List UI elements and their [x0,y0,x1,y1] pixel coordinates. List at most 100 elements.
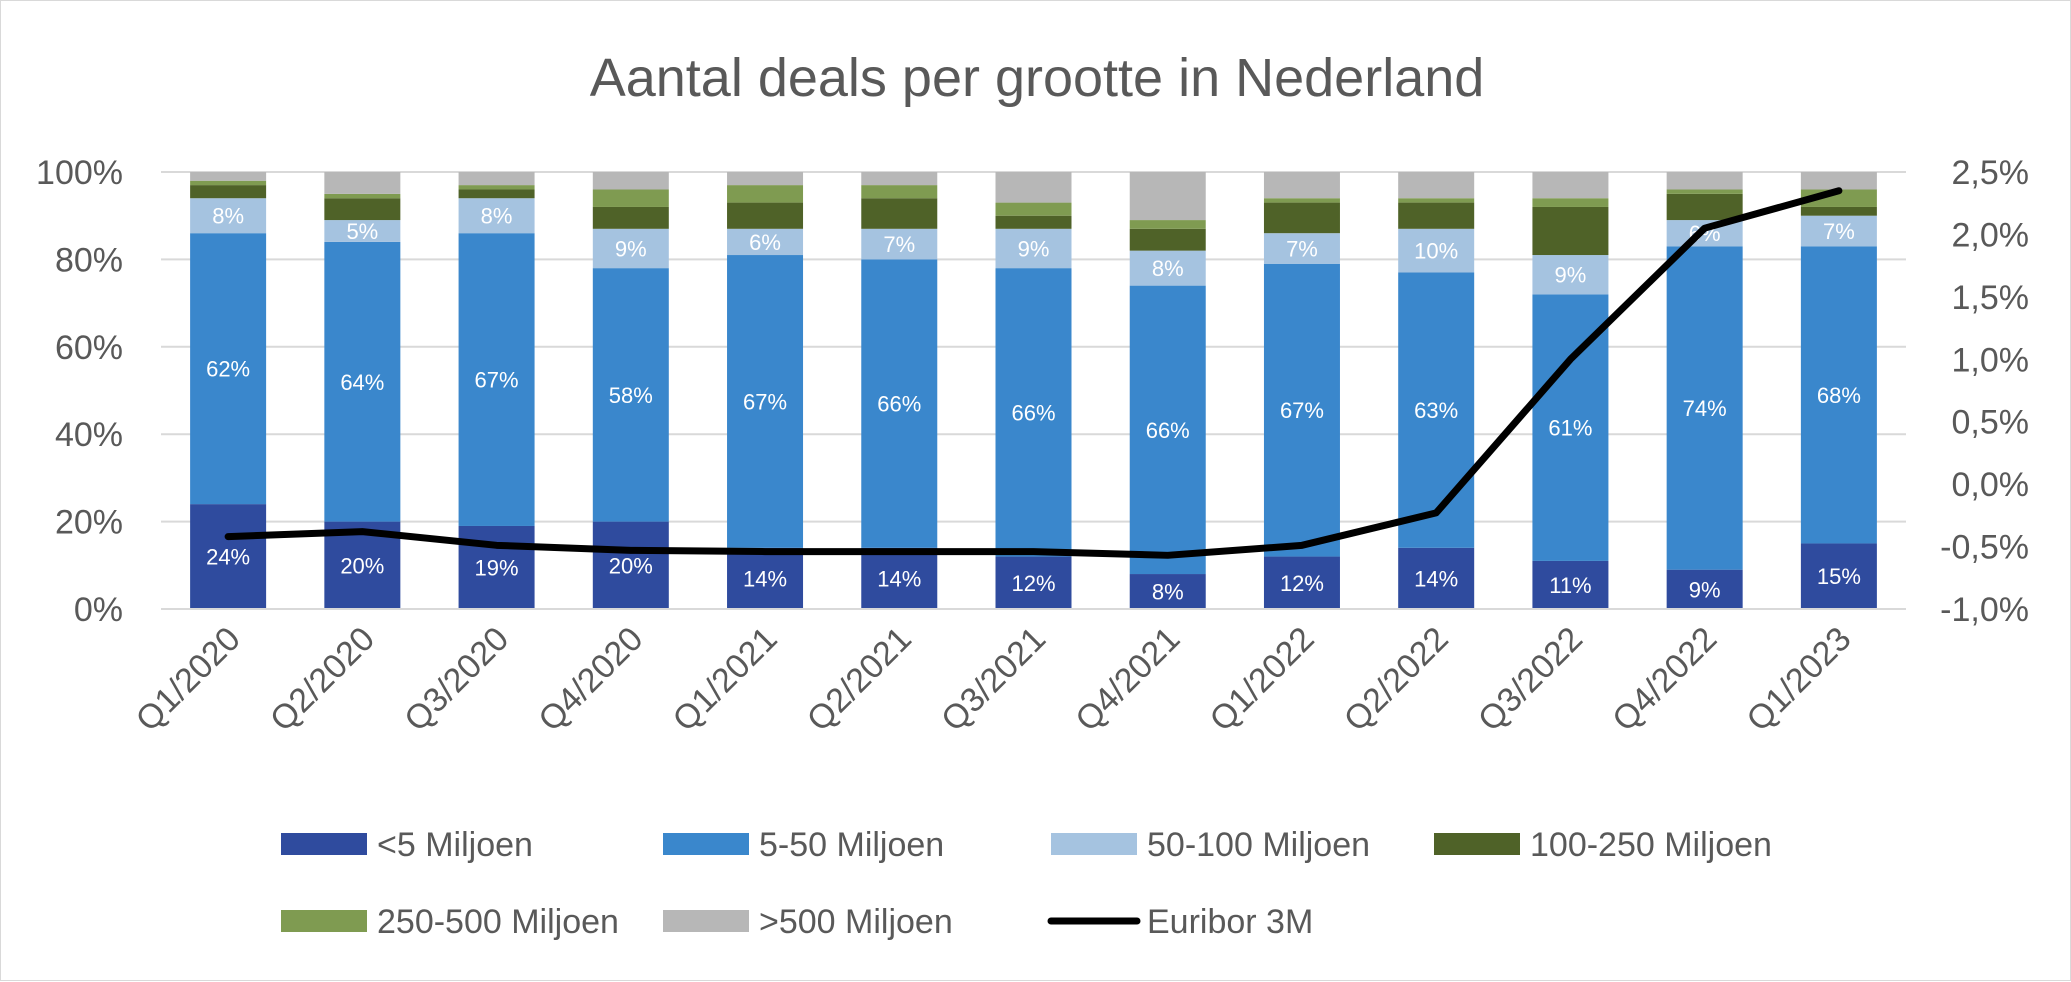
data-label: 24% [206,545,250,570]
y-left-tick-label: 40% [55,416,123,454]
data-label: 20% [609,553,653,578]
data-label: 6% [749,230,781,255]
bar-segment [727,228,804,256]
bar-segment [1666,246,1743,570]
bar-segment [995,202,1072,216]
bar-segment [727,172,804,186]
bar-segment [592,521,669,609]
bar-segment [1800,543,1877,609]
data-label: 74% [1683,396,1727,421]
bar-segment [1532,255,1609,295]
data-label: 67% [1280,398,1324,423]
bar-segment [1800,246,1877,544]
data-label: 7% [1823,219,1855,244]
y-left-tick-label: 20% [55,504,123,542]
x-tick-label: Q1/2020 [129,620,248,739]
data-label: 62% [206,357,250,382]
bar-segment [1263,202,1340,234]
x-tick-label: Q4/2022 [1605,620,1724,739]
euribor-line [224,187,1843,559]
bar-segment [592,189,669,207]
y-right-tick-label: 0,5% [1952,404,2030,442]
bar-segment [1800,215,1877,247]
data-label: 7% [1286,236,1318,261]
bar-segment [1532,198,1609,207]
legend-label: 5-50 Miljoen [759,826,944,864]
bar-segment [1129,250,1206,286]
bar-segment [190,233,267,505]
bar-segment [995,228,1072,269]
bar-segment [1263,263,1340,557]
data-labels: 24% 62% 8% 20% 64% 5% 19% 67% 8% 20% 58% 9% 14% 67% 6%… [206,204,1861,605]
bar-segment [1263,198,1340,203]
legend-label: Euribor 3M [1147,903,1313,941]
y-right-tick-label: 0,0% [1952,466,2030,504]
x-tick-label: Q1/2023 [1739,620,1858,739]
x-tick-label: Q1/2022 [1203,620,1322,739]
bar-segment [324,198,401,221]
bar-segment [1532,560,1609,609]
bar-segment [1398,172,1475,199]
legend-label: >500 Miljoen [759,903,953,941]
y-right-tick-label: 1,5% [1952,279,2030,317]
data-label: 67% [475,368,519,393]
bar-segment [592,228,669,269]
bar-segment [1263,556,1340,609]
bar-segment [190,198,267,234]
bars [190,172,1877,609]
legend-swatch [663,833,749,855]
bar-segment [592,206,669,229]
bar-segment [727,202,804,229]
legend-swatch [1051,833,1137,855]
bar-segment [995,172,1072,203]
data-label: 9% [1689,577,1721,602]
bar-segment [861,185,938,199]
bar-segment [324,193,401,199]
data-label: 66% [1146,418,1190,443]
y-axis-right: -1,0% -0,5% 0,0% 0,5% 1,0% 1,5% 2,0% 2,5% [1940,154,2029,629]
x-tick-label: Q4/2020 [531,620,650,739]
x-tick-label: Q3/2020 [397,620,516,739]
bar-segment [592,172,669,190]
bar-segment [1129,220,1206,229]
x-tick-label: Q3/2021 [934,620,1053,739]
legend-label: 100-250 Miljoen [1530,826,1772,864]
bar-segment [458,172,535,186]
bar-segment [190,180,267,186]
bar-segment [727,185,804,203]
bar-segment [190,504,267,609]
x-axis: Q1/2020 Q2/2020 Q3/2020 Q4/2020 Q1/2021 Q2/20… [129,608,1906,739]
x-tick-label: Q2/2022 [1337,620,1456,739]
data-label: 63% [1414,398,1458,423]
data-label: 8% [212,204,244,229]
bar-segment [1532,172,1609,199]
y-right-tick-label: 2,5% [1952,154,2030,192]
bar-segment [324,172,401,194]
data-label: 20% [340,553,384,578]
bar-segment [995,556,1072,609]
x-tick-label: Q4/2021 [1068,620,1187,739]
bar-segment [1398,198,1475,203]
x-tick-label: Q2/2020 [263,620,382,739]
bar-segment [995,268,1072,557]
x-tick-label: Q3/2022 [1471,620,1590,739]
y-right-tick-label: 1,0% [1952,341,2030,379]
y-right-tick-label: -1,0% [1940,591,2029,629]
data-label: 14% [743,566,787,591]
bar-segment [458,233,535,526]
legend-swatch [281,910,367,932]
data-label: 9% [1018,236,1050,261]
bar-segment [592,268,669,522]
y-left-tick-label: 0% [74,591,123,629]
data-label: 19% [475,555,519,580]
bar-segment [861,547,938,609]
bar-segment [324,220,401,242]
y-right-tick-label: 2,0% [1952,216,2030,254]
data-label: 9% [1555,263,1587,288]
bar-segment [1666,569,1743,609]
bar-segment [1398,228,1475,273]
legend: <5 Miljoen 5-50 Miljoen 50-100 Miljoen 100-… [281,826,1772,941]
bar-segment [1800,172,1877,190]
